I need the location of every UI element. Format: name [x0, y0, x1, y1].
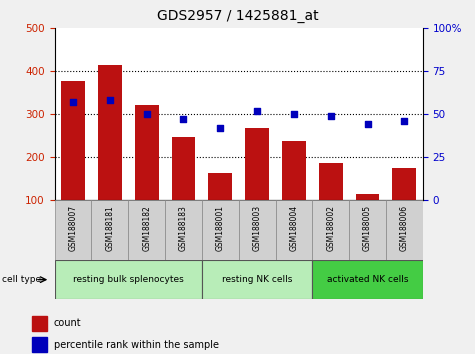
Bar	[349, 200, 386, 260]
Bar	[165, 200, 202, 260]
Bar	[98, 65, 122, 243]
Point	[290, 111, 298, 117]
Bar	[55, 200, 91, 260]
Bar	[313, 200, 349, 260]
Bar	[386, 200, 423, 260]
Text: resting NK cells: resting NK cells	[222, 275, 292, 284]
Bar	[202, 200, 238, 260]
Point	[106, 98, 114, 103]
Bar	[282, 141, 306, 243]
Text: GSM188004: GSM188004	[289, 205, 298, 251]
Bar	[32, 337, 48, 352]
Bar	[32, 316, 48, 331]
Bar	[209, 173, 232, 243]
Text: GSM188181: GSM188181	[105, 205, 114, 251]
Text: GSM188001: GSM188001	[216, 205, 225, 251]
Bar	[135, 105, 159, 243]
Text: GSM188005: GSM188005	[363, 205, 372, 251]
Text: GSM188007: GSM188007	[68, 205, 77, 251]
Point	[143, 111, 151, 117]
Bar	[128, 200, 165, 260]
Text: activated NK cells: activated NK cells	[327, 275, 408, 284]
Bar	[91, 200, 128, 260]
Text: GSM188183: GSM188183	[179, 205, 188, 251]
Point	[327, 113, 334, 119]
Text: cell type: cell type	[2, 275, 41, 284]
Bar	[392, 168, 416, 243]
Bar	[202, 260, 313, 299]
Bar	[276, 200, 313, 260]
Bar	[61, 81, 85, 243]
Text: count: count	[54, 318, 81, 329]
Bar	[55, 260, 202, 299]
Text: percentile rank within the sample: percentile rank within the sample	[54, 339, 219, 350]
Point	[217, 125, 224, 131]
Bar	[313, 260, 423, 299]
Point	[180, 116, 187, 122]
Text: GSM188182: GSM188182	[142, 205, 151, 251]
Point	[69, 99, 77, 105]
Text: GSM188002: GSM188002	[326, 205, 335, 251]
Point	[400, 118, 408, 124]
Text: resting bulk splenocytes: resting bulk splenocytes	[73, 275, 184, 284]
Text: GSM188006: GSM188006	[400, 205, 409, 251]
Point	[253, 108, 261, 114]
Text: GSM188003: GSM188003	[253, 205, 262, 251]
Bar	[245, 128, 269, 243]
Bar	[238, 200, 276, 260]
Point	[364, 122, 371, 127]
Bar	[356, 194, 380, 243]
Bar	[171, 137, 195, 243]
Bar	[319, 163, 342, 243]
Text: GDS2957 / 1425881_at: GDS2957 / 1425881_at	[157, 9, 318, 23]
